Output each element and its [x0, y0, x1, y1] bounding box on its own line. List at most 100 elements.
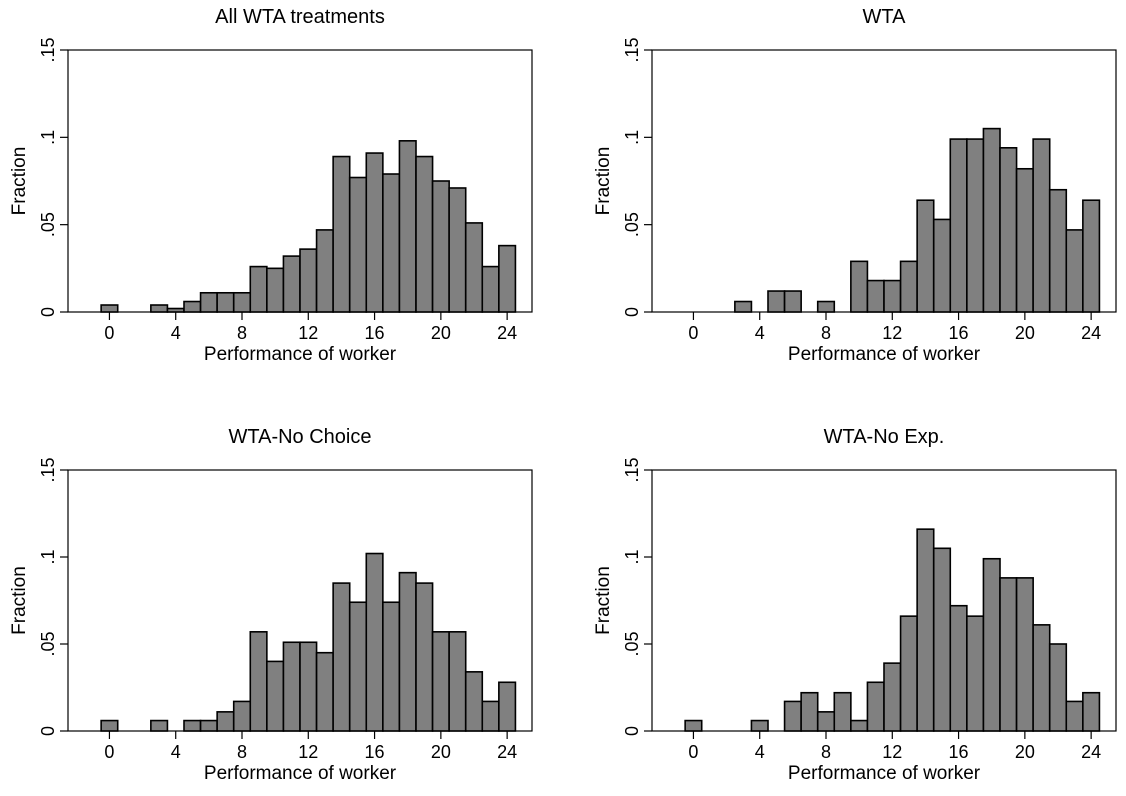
panel-title: WTA-No Choice: [229, 426, 372, 448]
x-tick-label: 8: [237, 323, 247, 343]
x-tick-label: 20: [431, 742, 451, 762]
x-tick-label: 0: [688, 742, 698, 762]
y-tick-label: .05: [622, 631, 642, 656]
bar: [431, 631, 450, 732]
bar: [282, 641, 301, 732]
x-tick-label: 0: [688, 323, 698, 343]
x-tick-label: 16: [365, 742, 385, 762]
bar: [966, 615, 985, 732]
bar: [999, 147, 1018, 313]
x-tick-label: 4: [171, 742, 181, 762]
bar: [348, 601, 368, 732]
y-tick-label: .05: [38, 212, 58, 237]
bar: [899, 615, 918, 732]
bar: [332, 582, 351, 732]
panel-title: All WTA treatments: [215, 6, 385, 28]
x-tick-label: 20: [431, 323, 451, 343]
bar: [982, 127, 1001, 313]
x-tick-label: 24: [497, 742, 517, 762]
bar: [1048, 188, 1068, 313]
panel-wta: WTA 0 4 8 12 16 20 24 0 .05 .1 .15 Performance of wo…: [593, 6, 1117, 365]
bar: [767, 290, 786, 313]
bar: [415, 582, 434, 732]
bar: [481, 700, 500, 732]
x-tick-label: 0: [104, 323, 114, 343]
bar: [448, 187, 467, 313]
bar: [816, 300, 836, 313]
x-tick-label: 24: [1081, 742, 1101, 762]
y-tick-label: 0: [38, 726, 58, 736]
bar: [365, 552, 384, 732]
bar: [916, 199, 935, 313]
bar: [1065, 229, 1084, 313]
bar: [431, 180, 450, 313]
bar: [299, 248, 318, 313]
y-tick-label: .15: [38, 457, 58, 482]
x-tick-label: 4: [171, 323, 181, 343]
y-tick-label: 0: [622, 726, 642, 736]
bar: [1015, 577, 1034, 732]
bar: [966, 138, 985, 313]
bar: [816, 711, 836, 732]
bar: [398, 571, 417, 732]
bar: [382, 601, 401, 732]
bar: [464, 222, 484, 313]
x-tick-label: 20: [1015, 742, 1035, 762]
bar: [982, 557, 1001, 732]
bar: [850, 719, 869, 732]
y-axis-title: Fraction: [593, 566, 614, 635]
bar: [916, 528, 935, 732]
x-tick-label: 24: [497, 323, 517, 343]
bar: [249, 631, 268, 732]
x-tick-label: 12: [882, 742, 902, 762]
x-tick-label: 0: [104, 742, 114, 762]
bar: [1032, 624, 1051, 732]
bar: [1082, 199, 1101, 313]
x-tick-label: 8: [821, 323, 831, 343]
bar: [415, 155, 434, 313]
bar: [266, 267, 285, 313]
bar: [464, 671, 484, 732]
bar: [932, 218, 952, 313]
bar: [1082, 691, 1101, 732]
panel-title: WTA: [863, 6, 907, 28]
bar: [100, 719, 119, 732]
bar: [348, 176, 368, 313]
x-tick-label: 4: [755, 323, 765, 343]
x-tick-label: 16: [949, 742, 969, 762]
bar: [249, 265, 268, 313]
bar: [833, 691, 852, 732]
x-tick-label: 12: [298, 323, 318, 343]
bar: [315, 651, 334, 732]
bar: [448, 631, 467, 732]
bar: [883, 662, 902, 732]
x-tick-label: 12: [882, 323, 902, 343]
y-tick-label: .15: [38, 37, 58, 62]
bar: [315, 229, 334, 313]
bar: [783, 290, 802, 313]
bar: [398, 140, 417, 313]
bar: [1015, 167, 1034, 313]
bar: [949, 604, 968, 732]
bar: [883, 279, 902, 313]
x-tick-label: 16: [949, 323, 969, 343]
bar: [332, 155, 351, 313]
y-tick-label: .15: [622, 457, 642, 482]
y-tick-label: .1: [38, 130, 58, 145]
bar: [850, 260, 869, 313]
y-tick-label: .1: [622, 549, 642, 564]
y-axis-title: Fraction: [9, 566, 30, 635]
x-tick-label: 8: [821, 742, 831, 762]
bar: [783, 700, 802, 732]
x-tick-label: 12: [298, 742, 318, 762]
y-tick-label: .1: [38, 549, 58, 564]
x-tick-label: 8: [237, 742, 247, 762]
bar: [166, 307, 185, 313]
bar: [498, 681, 517, 732]
bar: [734, 300, 753, 313]
bar: [216, 711, 235, 732]
bar: [750, 719, 769, 732]
x-axis-title: Performance of worker: [788, 344, 981, 365]
bar: [150, 304, 169, 313]
